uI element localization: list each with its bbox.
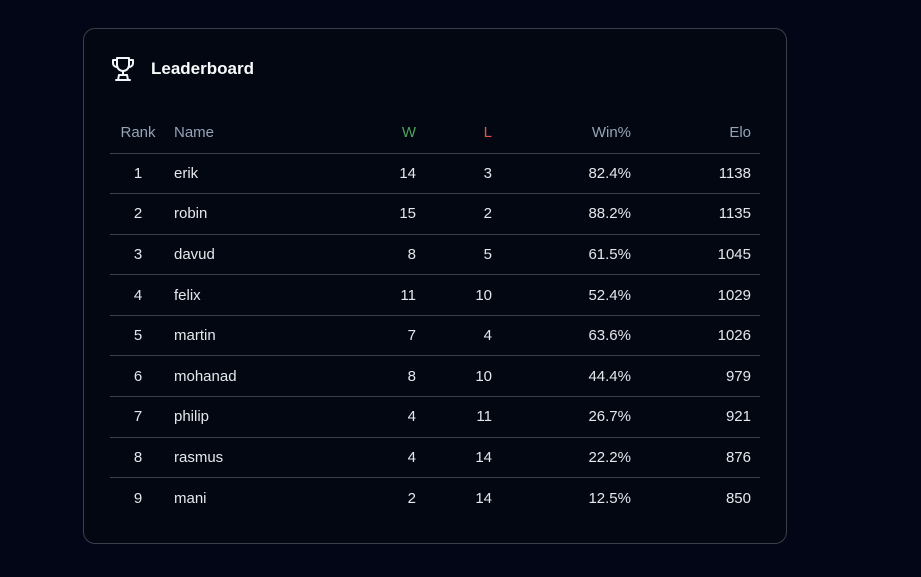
column-header-elo: Elo	[633, 112, 760, 154]
leaderboard-card: Leaderboard Rank Name W L Win% Elo 1 eri…	[83, 28, 787, 544]
table-row: 1 erik 14 3 82.4% 1138	[110, 153, 760, 195]
name-cell: erik	[166, 153, 286, 195]
name-cell: philip	[166, 396, 286, 438]
win-pct-cell: 44.4%	[494, 355, 633, 398]
wins-cell: 7	[286, 315, 418, 357]
trophy-icon	[111, 56, 135, 82]
wins-cell: 4	[286, 437, 418, 479]
losses-cell: 14	[418, 437, 494, 479]
table-row: 8 rasmus 4 14 22.2% 876	[110, 437, 760, 479]
win-pct-cell: 61.5%	[494, 234, 633, 276]
table-row: 7 philip 4 11 26.7% 921	[110, 396, 760, 438]
losses-cell: 14	[475, 489, 492, 507]
leaderboard-title: Leaderboard	[151, 59, 254, 78]
elo-cell: 850	[725, 489, 751, 507]
wins-cell: 2	[407, 489, 416, 507]
table-row: 9 mani 2 14 12.5% 850	[110, 478, 760, 519]
elo-cell: 1135	[633, 193, 760, 235]
win-pct-cell: 52.4%	[494, 274, 633, 316]
elo-cell: 979	[633, 355, 760, 398]
table-row: 5 martin 7 4 63.6% 1026	[110, 315, 760, 357]
elo-cell: 876	[633, 437, 760, 479]
rank-cell: 1	[110, 153, 166, 195]
rank-cell: 8	[110, 437, 166, 479]
losses-cell: 10	[418, 274, 494, 316]
losses-cell: 5	[418, 234, 494, 276]
wins-cell: 14	[286, 153, 418, 195]
elo-cell: 1138	[633, 153, 760, 195]
column-header-rank: Rank	[110, 112, 166, 154]
losses-cell: 4	[418, 315, 494, 357]
column-header-wins: W	[286, 112, 418, 154]
rank-cell: 9	[133, 489, 143, 507]
win-pct-cell: 88.2%	[494, 193, 633, 235]
win-pct-cell: 82.4%	[494, 153, 633, 195]
wins-cell: 4	[286, 396, 418, 438]
table-row: 4 felix 11 10 52.4% 1029	[110, 274, 760, 316]
rank-cell: 4	[110, 274, 166, 316]
table-header-row: Rank Name W L Win% Elo	[110, 112, 760, 154]
losses-cell: 2	[418, 193, 494, 235]
table-row: 3 davud 8 5 61.5% 1045	[110, 234, 760, 276]
column-header-losses: L	[418, 112, 494, 154]
leaderboard-header: Leaderboard	[111, 56, 254, 82]
wins-cell: 15	[286, 193, 418, 235]
wins-cell: 8	[286, 234, 418, 276]
elo-cell: 921	[633, 396, 760, 438]
name-cell: mani	[174, 489, 207, 507]
table-row: 6 mohanad 8 10 44.4% 979	[110, 355, 760, 398]
table-body: 1 erik 14 3 82.4% 1138 2 robin 15 2 88.2…	[110, 153, 760, 518]
rank-cell: 5	[110, 315, 166, 357]
wins-cell: 11	[286, 274, 418, 316]
name-cell: rasmus	[166, 437, 286, 479]
name-cell: felix	[166, 274, 286, 316]
losses-cell: 10	[418, 355, 494, 398]
name-cell: robin	[166, 193, 286, 235]
column-header-name: Name	[166, 112, 286, 154]
elo-cell: 1026	[633, 315, 760, 357]
name-cell: davud	[166, 234, 286, 276]
rank-cell: 2	[110, 193, 166, 235]
column-header-win-pct: Win%	[494, 112, 633, 154]
name-cell: martin	[166, 315, 286, 357]
rank-cell: 3	[110, 234, 166, 276]
win-pct-cell: 22.2%	[494, 437, 633, 479]
losses-cell: 3	[418, 153, 494, 195]
elo-cell: 1045	[633, 234, 760, 276]
rank-cell: 6	[110, 355, 166, 398]
name-cell: mohanad	[166, 355, 286, 398]
win-pct-cell: 12.5%	[588, 489, 631, 507]
win-pct-cell: 63.6%	[494, 315, 633, 357]
losses-cell: 11	[418, 396, 494, 438]
rank-cell: 7	[110, 396, 166, 438]
table-row: 2 robin 15 2 88.2% 1135	[110, 193, 760, 235]
elo-cell: 1029	[633, 274, 760, 316]
win-pct-cell: 26.7%	[494, 396, 633, 438]
leaderboard-table: Rank Name W L Win% Elo 1 erik 14 3 82.4%…	[110, 112, 760, 518]
wins-cell: 8	[286, 355, 418, 398]
